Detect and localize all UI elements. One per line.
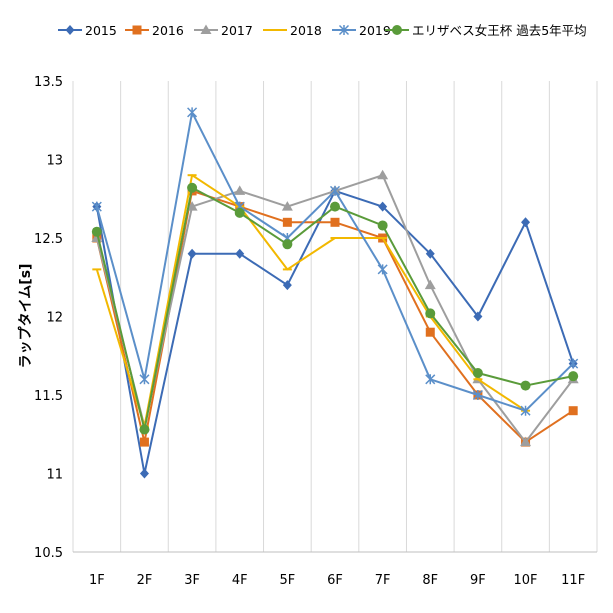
x-tick-label: 9F (470, 573, 486, 588)
series-line (95, 174, 527, 428)
x-tick-label: 8F (422, 573, 438, 588)
data-point (520, 436, 532, 447)
data-point (425, 327, 435, 337)
data-point (282, 217, 292, 227)
data-point (139, 437, 149, 447)
data-point (139, 374, 150, 385)
x-tick-label: 4F (232, 573, 248, 588)
data-point (281, 201, 293, 211)
x-tick-label: 2F (137, 573, 153, 588)
x-tick-label: 6F (327, 573, 343, 588)
y-tick-label: 11 (46, 468, 63, 483)
data-point (139, 424, 150, 435)
x-tick-label: 3F (184, 573, 200, 588)
data-point (472, 368, 483, 379)
data-point (568, 371, 579, 382)
series (91, 107, 579, 479)
data-point (187, 248, 197, 259)
data-point (424, 279, 436, 290)
data-point (234, 207, 245, 218)
data-point (91, 226, 102, 237)
y-axis-title: ラップタイム[s] (18, 264, 34, 369)
data-point (425, 248, 435, 259)
y-tick-label: 13 (46, 154, 63, 169)
data-point (377, 169, 389, 180)
legend-item: 2017 (194, 23, 253, 38)
legend: 2015 2016 2017 2018 2019 エリザベス女王杯 過去5年平均 (58, 23, 587, 38)
x-tick-label: 10F (514, 573, 538, 588)
data-point (568, 358, 579, 369)
data-point (473, 311, 483, 322)
data-point (91, 201, 102, 212)
legend-label: 2018 (290, 23, 322, 38)
data-point (187, 107, 198, 118)
data-point (377, 220, 388, 231)
data-point (139, 468, 149, 479)
legend-marker (392, 25, 402, 35)
series-4 (91, 107, 579, 416)
legend-label: 2019 (359, 23, 391, 38)
legend-marker (65, 25, 75, 35)
data-point (329, 185, 341, 196)
data-point (187, 182, 198, 193)
legend-item: 2019 (332, 23, 391, 38)
y-tick-label: 13.5 (34, 75, 63, 90)
data-point (282, 280, 292, 291)
data-point (186, 201, 198, 211)
x-tick-label: 7F (375, 573, 391, 588)
y-tick-label: 11.5 (34, 389, 63, 404)
legend-item: 2015 (58, 23, 117, 38)
legend-label: 2017 (221, 23, 253, 38)
legend-item: エリザベス女王杯 過去5年平均 (385, 23, 587, 38)
data-point (282, 239, 293, 250)
data-point (378, 201, 388, 212)
legend-label: エリザベス女王杯 過去5年平均 (412, 23, 587, 38)
y-tick-label: 12.5 (34, 232, 63, 247)
x-tick-label: 5F (279, 573, 295, 588)
legend-marker (338, 24, 350, 36)
data-point (330, 201, 340, 212)
x-tick-label: 11F (561, 573, 585, 588)
legend-item: 2016 (125, 23, 184, 38)
series-5 (91, 182, 579, 435)
data-point (377, 264, 388, 275)
y-tick-label: 10.5 (34, 546, 63, 561)
legend-marker (200, 24, 212, 34)
x-tick-label: 1F (89, 573, 105, 588)
data-point (425, 308, 436, 319)
data-point (235, 248, 245, 259)
data-point (472, 389, 483, 401)
data-point (568, 406, 578, 416)
data-point (520, 405, 531, 416)
y-tick-label: 12 (46, 311, 63, 326)
axes: 10.5 11 11.5 12 12.5 13 13.5 1F 2F 3F 4F 5F 6F 7F 8F 9F… (34, 75, 597, 588)
legend-marker (132, 25, 142, 35)
data-point (330, 217, 340, 227)
legend-item: 2018 (263, 23, 322, 38)
data-point (425, 374, 436, 385)
grid-lines (72, 81, 598, 552)
legend-label: 2015 (85, 23, 117, 38)
data-point (520, 380, 531, 391)
data-point (234, 185, 246, 195)
legend-label: 2016 (152, 23, 184, 38)
data-point (521, 217, 531, 228)
